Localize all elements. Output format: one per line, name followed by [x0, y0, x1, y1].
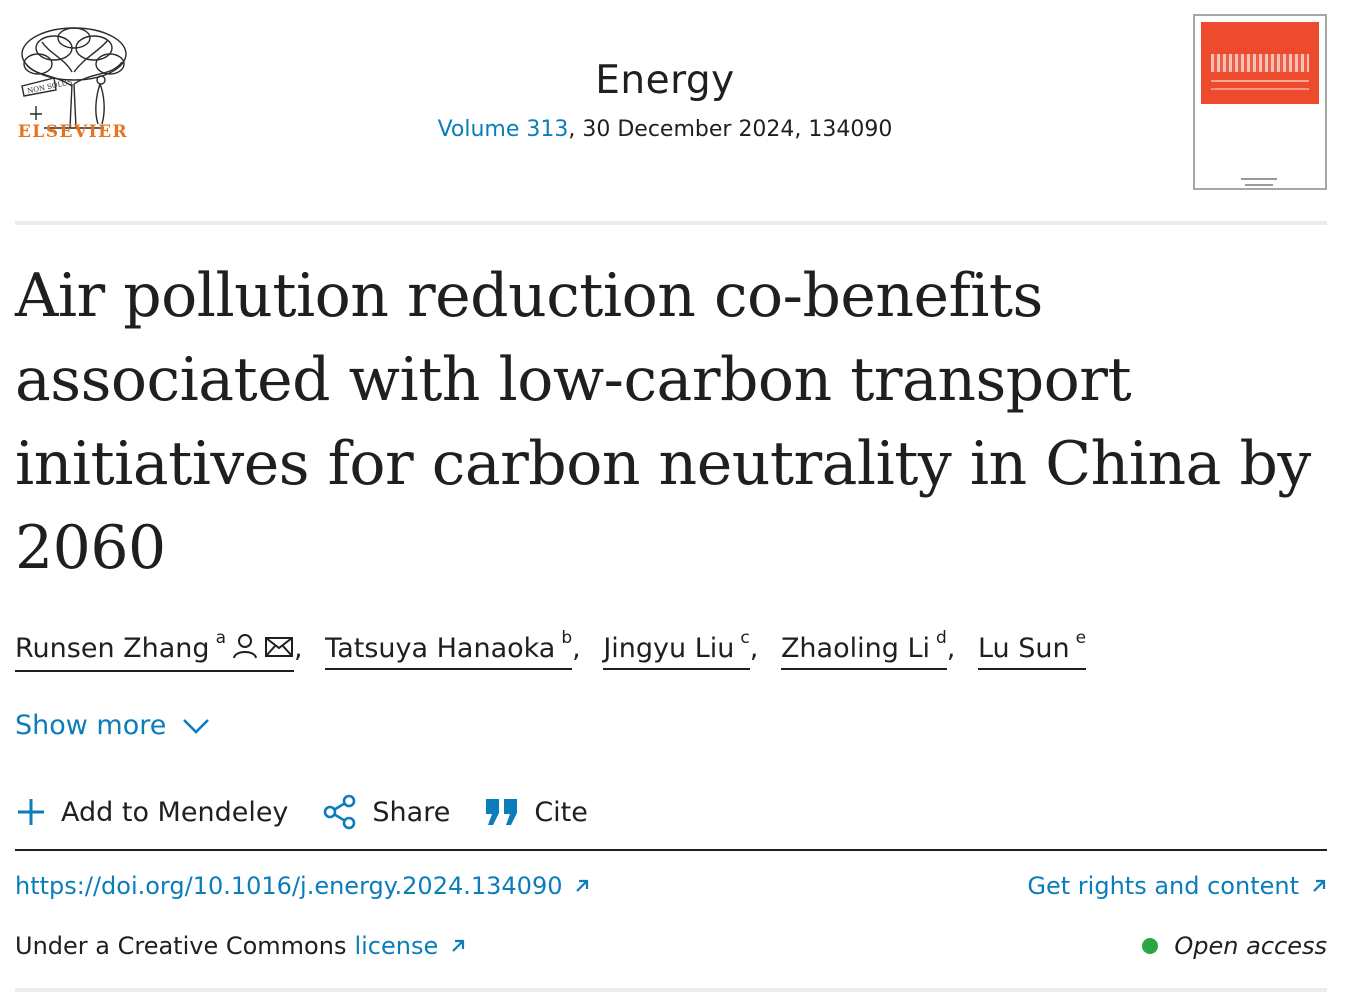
author-zhaoling-li[interactable]: Zhaoling Li d — [780, 628, 947, 670]
author-separator: , — [946, 633, 956, 664]
divider-top — [15, 221, 1327, 225]
journal-title-link[interactable]: Energy — [595, 58, 735, 103]
author-list: Runsen Zhang a, Tatsuya Hanaoka b, Jingyu … — [15, 628, 1335, 676]
open-access-badge: Open access — [1142, 932, 1327, 960]
author-jingyu-liu[interactable]: Jingyu Liu c — [603, 628, 750, 670]
person-icon — [232, 633, 258, 666]
elsevier-tree-icon: NON SOLUS — [21, 27, 127, 129]
open-access-label: Open access — [1174, 932, 1327, 960]
author-name: Jingyu Liu — [603, 633, 735, 664]
envelope-icon — [264, 635, 294, 666]
doi-link[interactable]: https://doi.org/10.1016/j.energy.2024.13… — [15, 872, 590, 900]
author-name: Runsen Zhang — [15, 633, 210, 664]
divider-middle — [15, 849, 1327, 851]
open-access-dot-icon — [1142, 938, 1159, 954]
add-to-mendeley-button[interactable]: Add to Mendeley — [15, 796, 288, 828]
volume-link[interactable]: Volume 313 — [437, 117, 569, 142]
external-arrow-icon — [576, 879, 589, 892]
license-prefix: Under a Creative Commons — [15, 932, 347, 960]
author-lu-sun[interactable]: Lu Sun e — [977, 628, 1087, 670]
issue-line: Volume 313, 30 December 2024, 134090 — [300, 117, 1030, 142]
share-icon — [324, 794, 356, 830]
external-arrow-icon — [1313, 879, 1326, 892]
chevron-down-icon — [183, 718, 210, 734]
publisher-name: ELSEVIER — [17, 122, 129, 142]
author-separator: , — [749, 633, 759, 664]
journal-info: Energy Volume 313, 30 December 2024, 134… — [300, 58, 1030, 142]
article-toolbar: Add to Mendeley Share Cite — [15, 790, 622, 834]
cite-button[interactable]: Cite — [484, 797, 588, 828]
author-affiliation: b — [561, 628, 573, 648]
show-more-label: Show more — [15, 710, 167, 741]
journal-header: NON SOLUS ELSEVIER Energy Volume 313, 30… — [0, 0, 1346, 222]
divider-bottom — [15, 988, 1327, 992]
plus-icon — [18, 799, 44, 825]
article-title: Air pollution reduction co-benefits asso… — [15, 261, 1311, 583]
author-name: Zhaoling Li — [780, 633, 930, 664]
license-link-text: license — [354, 932, 439, 960]
cover-art — [1201, 22, 1319, 104]
author-separator: , — [293, 633, 303, 664]
author-runsen-zhang[interactable]: Runsen Zhang a — [15, 628, 294, 672]
journal-cover-image[interactable] — [1193, 14, 1327, 190]
external-arrow-icon — [452, 939, 465, 952]
issue-details: , 30 December 2024, 134090 — [568, 117, 893, 142]
license-statement: Under a Creative Commons license — [15, 932, 466, 960]
show-more-button[interactable]: Show more — [15, 710, 210, 741]
doi-text: https://doi.org/10.1016/j.energy.2024.13… — [15, 872, 563, 900]
author-affiliation: c — [740, 628, 750, 648]
share-label: Share — [372, 796, 451, 828]
svg-text:NON SOLUS: NON SOLUS — [27, 78, 74, 95]
author-affiliation: e — [1075, 628, 1087, 648]
cite-label: Cite — [534, 796, 588, 828]
author-name: Lu Sun — [977, 633, 1070, 664]
author-affiliation: d — [936, 628, 947, 648]
author-affiliation: a — [215, 628, 226, 648]
rights-text: Get rights and content — [1027, 872, 1299, 900]
author-separator: , — [572, 633, 581, 664]
license-link[interactable]: license — [354, 932, 466, 960]
mendeley-label: Add to Mendeley — [61, 796, 289, 828]
quote-icon — [486, 799, 518, 825]
license-row: Under a Creative Commons license Open ac… — [15, 932, 1327, 968]
author-tatsuya-hanaoka[interactable]: Tatsuya Hanaoka b — [325, 628, 573, 670]
author-name: Tatsuya Hanaoka — [325, 633, 556, 664]
share-button[interactable]: Share — [322, 794, 450, 830]
get-rights-link[interactable]: Get rights and content — [1027, 872, 1327, 900]
doi-row: https://doi.org/10.1016/j.energy.2024.13… — [15, 872, 1327, 908]
